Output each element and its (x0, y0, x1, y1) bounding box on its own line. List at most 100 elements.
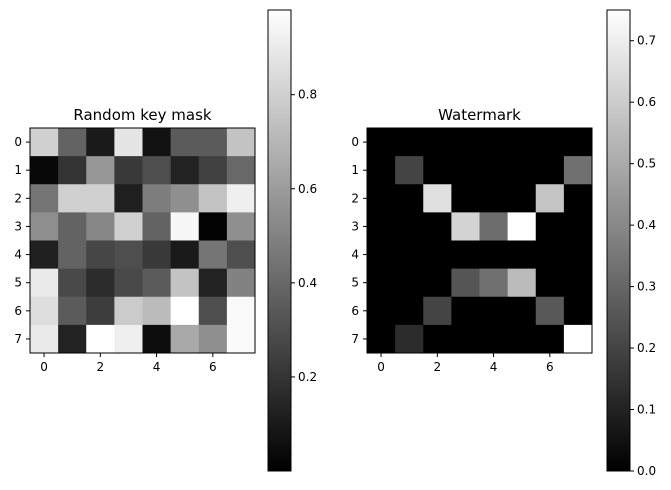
heatmap-cell (563, 128, 593, 157)
y-tick-label: 6 (351, 304, 359, 318)
heatmap-frame (366, 127, 593, 354)
heatmap-cell (451, 324, 481, 354)
heatmap-cell (451, 128, 481, 157)
heatmap-cell (423, 184, 452, 213)
x-tick-label: 6 (209, 360, 217, 374)
y-tick-label: 5 (14, 276, 22, 290)
heatmap-cell (30, 324, 59, 354)
heatmap-cell (30, 184, 59, 213)
heatmap-cell (479, 128, 509, 157)
heatmap-cell (395, 156, 424, 185)
heatmap-cell (423, 268, 452, 298)
heatmap-cell (451, 240, 481, 270)
heatmap-cell (58, 324, 87, 354)
heatmap-cell (479, 212, 509, 242)
heatmap-cell (535, 268, 565, 298)
heatmap-cell (423, 128, 452, 157)
heatmap-cell (395, 212, 424, 242)
heatmap-cell (563, 212, 593, 242)
heatmap-cell (114, 128, 144, 157)
heatmap-cell (367, 156, 396, 185)
x-tick-label: 6 (546, 360, 554, 374)
colorbar-tick-label: 0.2 (637, 341, 656, 355)
heatmap-cell (86, 184, 115, 213)
colorbar-tick-label: 0.6 (637, 95, 656, 109)
heatmap-cell (114, 268, 144, 298)
heatmap-cell (226, 128, 256, 157)
colorbar-tick-label: 0.2 (298, 370, 317, 384)
heatmap-cell (535, 296, 565, 326)
heatmap-cell (507, 240, 537, 270)
heatmap-cell (507, 128, 537, 157)
heatmap-cell (86, 212, 115, 242)
heatmap-cell (535, 184, 565, 213)
heatmap-cell (423, 212, 452, 242)
heatmap-cell (226, 156, 256, 185)
heatmap-cell (142, 128, 172, 157)
y-tick-label: 4 (351, 248, 359, 262)
colorbar-tick-label: 0.0 (637, 464, 656, 478)
x-tick-label: 2 (96, 360, 104, 374)
heatmap-cell (507, 156, 537, 185)
heatmap-cell (114, 240, 144, 270)
heatmap-cell (423, 240, 452, 270)
heatmap-cell (226, 268, 256, 298)
heatmap-cell (170, 156, 200, 185)
heatmap-cell (142, 296, 172, 326)
x-tick-label: 2 (433, 360, 441, 374)
y-tick-label: 6 (14, 304, 22, 318)
heatmap-panel-1: Random key mask 0 2 4 6 0 1 2 3 4 5 6 7 0.2 0.4 0.6 0.8 (14, 9, 317, 472)
heatmap-cell (423, 324, 452, 354)
y-tick-label: 2 (351, 191, 359, 205)
heatmap-cell (86, 128, 115, 157)
heatmap-cell (507, 268, 537, 298)
heatmap-cell (395, 324, 424, 354)
heatmap-cell (170, 212, 200, 242)
heatmap-cell (395, 268, 424, 298)
heatmap-cell (563, 324, 593, 354)
heatmap-cell (367, 212, 396, 242)
heatmap-cell (86, 324, 115, 354)
panel-title: Random key mask (73, 106, 212, 124)
heatmap-cell (563, 240, 593, 270)
heatmap-cell (58, 240, 87, 270)
heatmap-cell (198, 240, 228, 270)
heatmap-cell (451, 268, 481, 298)
heatmap-cell (142, 268, 172, 298)
heatmap-cell (58, 212, 87, 242)
heatmap-cell (86, 296, 115, 326)
heatmap-cell (507, 184, 537, 213)
heatmap-cell (479, 240, 509, 270)
heatmap-cell (563, 296, 593, 326)
heatmap-cell (170, 128, 200, 157)
colorbar-tick-label: 0.8 (298, 88, 317, 102)
heatmap-cell (142, 156, 172, 185)
heatmap-cell (198, 296, 228, 326)
heatmap-cell (226, 184, 256, 213)
heatmap-cell (198, 128, 228, 157)
colorbar-tick-label: 0.3 (637, 280, 656, 294)
heatmap-frame (29, 127, 256, 354)
heatmap-cell (86, 268, 115, 298)
heatmap-cell (535, 240, 565, 270)
heatmap-cell (367, 240, 396, 270)
heatmap-cell (423, 296, 452, 326)
y-tick-label: 0 (351, 135, 359, 149)
heatmap-cell (170, 240, 200, 270)
heatmap-cell (30, 128, 59, 157)
heatmap-cell (535, 128, 565, 157)
y-tick-label: 3 (351, 219, 359, 233)
heatmap-cell (451, 156, 481, 185)
colorbar-tick-label: 0.5 (637, 157, 656, 171)
heatmap-cell (198, 268, 228, 298)
heatmap-cell (226, 296, 256, 326)
colorbar-tick-label: 0.4 (298, 276, 317, 290)
x-tick-label: 4 (490, 360, 498, 374)
heatmap-cell (507, 212, 537, 242)
heatmap-cell (170, 184, 200, 213)
heatmap-cell (226, 212, 256, 242)
heatmap-cell (198, 212, 228, 242)
heatmap-cell (142, 184, 172, 213)
heatmap-cell (479, 296, 509, 326)
heatmap-cell (367, 128, 396, 157)
